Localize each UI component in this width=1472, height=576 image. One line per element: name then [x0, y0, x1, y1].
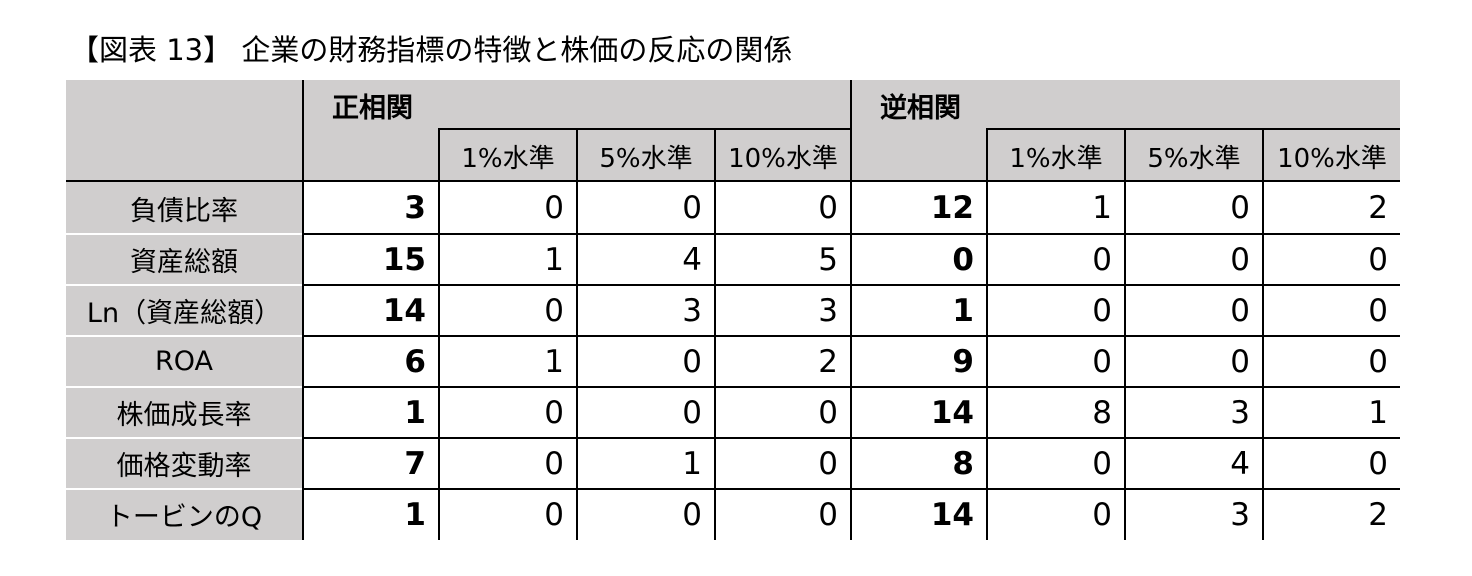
- row-label: 資産総額: [66, 234, 302, 285]
- cell-neg-10pct: 0: [1368, 343, 1388, 380]
- row-label: Ln（資産総額）: [66, 285, 302, 336]
- row-label: ROA: [66, 336, 302, 387]
- cell-pos-10pct: 2: [818, 343, 838, 380]
- grid-row-divider-label: [66, 488, 302, 490]
- header-negative-1pct: 1%水準: [988, 130, 1124, 182]
- grid-row-divider: [304, 386, 1400, 388]
- cell-pos-5pct: 0: [682, 496, 702, 533]
- cell-pos-5pct: 0: [682, 394, 702, 431]
- cell-neg-1pct: 0: [1092, 292, 1112, 329]
- cell-pos-5pct: 4: [682, 241, 702, 278]
- grid-row-divider: [304, 335, 1400, 337]
- cell-neg-total: 9: [952, 343, 974, 380]
- cell-pos-5pct: 1: [682, 445, 702, 482]
- cell-neg-5pct: 4: [1230, 445, 1250, 482]
- header-group-negative: 逆相関: [852, 80, 1400, 130]
- cell-neg-1pct: 0: [1092, 496, 1112, 533]
- row-label: 負債比率: [66, 182, 302, 234]
- grid-row-divider: [304, 437, 1400, 439]
- cell-pos-total: 1: [404, 496, 426, 533]
- cell-pos-10pct: 3: [818, 292, 838, 329]
- header-negative-5pct: 5%水準: [1126, 130, 1262, 182]
- cell-pos-1pct: 0: [544, 445, 564, 482]
- cell-neg-10pct: 1: [1368, 394, 1388, 431]
- header-positive-5pct: 5%水準: [578, 130, 714, 182]
- cell-pos-5pct: 0: [682, 190, 702, 226]
- header-positive-1pct: 1%水準: [440, 130, 576, 182]
- cell-pos-total: 14: [382, 292, 426, 329]
- grid-row-divider-label: [66, 233, 302, 235]
- cell-neg-1pct: 8: [1092, 394, 1112, 431]
- grid-row-divider: [304, 488, 1400, 490]
- cell-neg-1pct: 0: [1092, 343, 1112, 380]
- cell-pos-total: 6: [404, 343, 426, 380]
- cell-neg-1pct: 0: [1092, 241, 1112, 278]
- cell-pos-1pct: 0: [544, 292, 564, 329]
- cell-pos-1pct: 0: [544, 190, 564, 226]
- header-negative-total-spacer: [852, 130, 986, 182]
- grid-subheader-top: [986, 128, 1400, 130]
- header-positive-10pct: 10%水準: [716, 130, 850, 182]
- row-label: トービンのQ: [66, 489, 302, 540]
- cell-neg-total: 8: [952, 445, 974, 482]
- grid-subheader-top: [438, 128, 850, 130]
- page-title: 【図表 13】 企業の財務指標の特徴と株価の反応の関係: [70, 33, 793, 67]
- cell-pos-10pct: 0: [818, 496, 838, 533]
- cell-pos-10pct: 5: [818, 241, 838, 278]
- cell-pos-10pct: 0: [818, 394, 838, 431]
- cell-neg-10pct: 2: [1368, 496, 1388, 533]
- cell-pos-total: 15: [382, 241, 426, 278]
- cell-pos-total: 3: [404, 190, 426, 226]
- row-label: 株価成長率: [66, 387, 302, 438]
- cell-pos-1pct: 1: [544, 343, 564, 380]
- cell-neg-5pct: 0: [1230, 292, 1250, 329]
- cell-neg-5pct: 0: [1230, 241, 1250, 278]
- grid-divider-label: [302, 80, 304, 540]
- cell-pos-10pct: 0: [818, 445, 838, 482]
- cell-neg-total: 1: [952, 292, 974, 329]
- row-label: 価格変動率: [66, 438, 302, 489]
- cell-pos-5pct: 3: [682, 292, 702, 329]
- header-positive-total-spacer: [304, 130, 438, 182]
- cell-neg-total: 14: [930, 496, 974, 533]
- grid-row-divider: [304, 233, 1400, 235]
- header-group-positive: 正相関: [304, 80, 850, 130]
- cell-pos-total: 7: [404, 445, 426, 482]
- grid-divider-group: [850, 80, 852, 540]
- cell-pos-5pct: 0: [682, 343, 702, 380]
- data-table: 正相関 逆相関 1%水準 5%水準 10%水準 1%水準 5%水準 10%水準 …: [66, 80, 1400, 540]
- cell-pos-10pct: 0: [818, 190, 838, 226]
- cell-neg-5pct: 3: [1230, 496, 1250, 533]
- cell-neg-10pct: 0: [1368, 445, 1388, 482]
- cell-neg-1pct: 1: [1092, 190, 1112, 226]
- cell-neg-1pct: 0: [1092, 445, 1112, 482]
- grid-row-divider: [304, 284, 1400, 286]
- header-corner: [66, 80, 302, 182]
- cell-neg-10pct: 2: [1368, 190, 1388, 226]
- header-negative-10pct: 10%水準: [1264, 130, 1400, 182]
- cell-pos-1pct: 0: [544, 394, 564, 431]
- cell-neg-10pct: 0: [1368, 292, 1388, 329]
- cell-neg-total: 12: [930, 190, 974, 226]
- grid-row-divider-label: [66, 335, 302, 337]
- cell-pos-1pct: 0: [544, 496, 564, 533]
- cell-neg-5pct: 0: [1230, 190, 1250, 226]
- grid-row-divider-label: [66, 437, 302, 439]
- cell-neg-5pct: 3: [1230, 394, 1250, 431]
- cell-neg-total: 0: [952, 241, 974, 278]
- cell-neg-5pct: 0: [1230, 343, 1250, 380]
- grid-header-bottom: [66, 180, 1400, 182]
- grid-row-divider-label: [66, 386, 302, 388]
- cell-pos-1pct: 1: [544, 241, 564, 278]
- grid-row-divider-label: [66, 284, 302, 286]
- cell-pos-total: 1: [404, 394, 426, 431]
- cell-neg-total: 14: [930, 394, 974, 431]
- cell-neg-10pct: 0: [1368, 241, 1388, 278]
